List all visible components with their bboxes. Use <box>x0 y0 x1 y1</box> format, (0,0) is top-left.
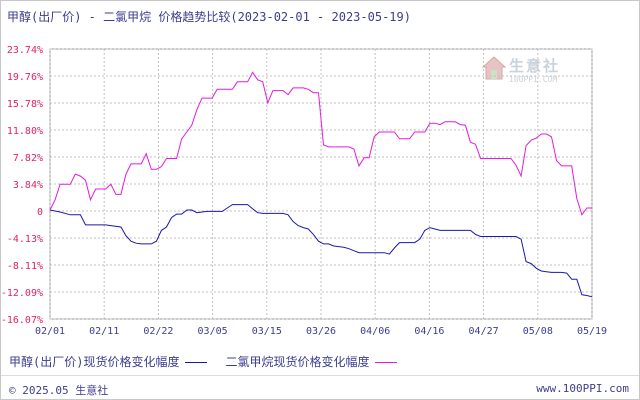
y-tick-label: -16.07% <box>1 315 43 326</box>
y-tick-label: 19.76% <box>7 72 43 83</box>
x-tick-label: 03/05 <box>198 326 228 337</box>
footer: © 2025.05 生意社 www.100PPI.com <box>1 375 639 397</box>
y-tick-label: 11.80% <box>7 126 43 137</box>
x-tick-label: 03/15 <box>252 326 282 337</box>
x-tick-label: 04/16 <box>414 326 444 337</box>
watermark-url: 100PPI.COM <box>509 75 558 84</box>
x-tick-label: 04/27 <box>469 326 499 337</box>
x-tick-label: 04/06 <box>360 326 390 337</box>
y-tick-label: -4.13% <box>7 234 43 245</box>
legend-label-series-1: 甲醇(出厂价)现货价格变化幅度 <box>9 355 180 369</box>
series-line-1 <box>49 204 593 298</box>
chart-title: 甲醇(出厂价) - 二氯甲烷 价格趋势比较(2023-02-01 - 2023-… <box>7 10 411 24</box>
y-tick-label: -12.09% <box>1 288 43 299</box>
watermark-name: 生意社 <box>509 57 561 75</box>
chart-plot: 23.74% 19.76% 15.78% 11.80% 7.82% 3.84% 0 -4.13… <box>1 45 607 337</box>
x-tick-labels: 02/01 02/11 02/22 03/05 03/15 03/26 04/06 04/16… <box>35 326 607 337</box>
legend-label-series-2: 二氯甲烷现货价格变化幅度 <box>225 355 370 369</box>
series-line-2 <box>49 71 592 216</box>
watermark: 生意社 100PPI.COM <box>479 53 579 93</box>
y-tick-label: 7.82% <box>13 153 43 164</box>
x-tick-label: 02/22 <box>143 326 173 337</box>
copyright-text: © 2025.05 生意社 <box>9 384 109 397</box>
series-layer <box>49 71 593 298</box>
legend-swatch-series-2 <box>375 362 398 363</box>
legend-swatch-series-1 <box>185 362 208 363</box>
y-tick-label: 0 <box>37 207 43 218</box>
y-tick-label: 23.74% <box>7 45 43 56</box>
legend: 甲醇(出厂价)现货价格变化幅度 二氯甲烷现货价格变化幅度 <box>9 353 415 370</box>
y-tick-labels: 23.74% 19.76% 15.78% 11.80% 7.82% 3.84% 0 -4.13… <box>1 45 43 326</box>
grid-layer <box>49 48 593 320</box>
x-tick-label: 02/01 <box>35 326 65 337</box>
y-tick-label: -8.11% <box>7 261 43 272</box>
x-tick-label: 03/26 <box>306 326 336 337</box>
y-tick-label: 3.84% <box>13 180 43 191</box>
x-tick-label: 05/19 <box>577 326 607 337</box>
y-tick-label: 15.78% <box>7 99 43 110</box>
x-tick-label: 02/11 <box>89 326 119 337</box>
site-link[interactable]: www.100PPI.com <box>536 382 629 395</box>
x-tick-label: 05/08 <box>523 326 553 337</box>
